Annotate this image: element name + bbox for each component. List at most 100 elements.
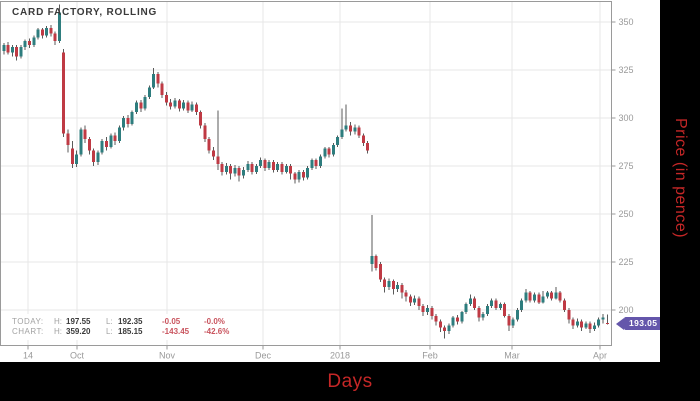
candle-down [160,83,164,95]
y-axis-annotation-strip: Price (in pence) [660,0,700,401]
candle-up [447,325,451,332]
today-stats-row: TODAY: H: 197.55 L: 192.35 -0.05 -0.0% [12,317,244,327]
candle-up [592,325,596,330]
candle-down [571,319,575,326]
candle-down [280,164,284,172]
candle-down [66,133,70,145]
candle-up [344,125,348,130]
y-tick-label: 350 [619,17,634,27]
x-tick-label: 2018 [330,351,350,361]
candle-down [588,323,592,330]
chart-title: CARD FACTORY, ROLLING [12,7,158,18]
candle-up [122,118,126,128]
candle-down [537,294,541,303]
x-tick-label: Dec [255,351,272,361]
candle-down [473,298,477,309]
candle-up [340,129,344,138]
candle-down [139,102,143,109]
candle-up [147,87,151,97]
candle-down [156,73,160,84]
candle-down [430,308,434,316]
candle-down [361,135,365,143]
candle-up [36,29,40,38]
candle-up [45,27,49,36]
candle-down [263,160,267,168]
candle-up [57,12,61,42]
candle-down [212,150,216,157]
low-label: L: [106,317,113,326]
candle-down [417,298,421,307]
candle-up [597,319,601,326]
x-tick-label: Nov [159,351,176,361]
candle-up [224,166,228,172]
candle-up [246,164,250,170]
candle-up [109,135,113,147]
candle-up [490,300,494,307]
candle-up [259,160,263,166]
candle-up [190,104,194,111]
candle-down [49,27,53,34]
candle-up [511,319,515,326]
y-tick-label: 250 [619,209,634,219]
candle-up [319,156,323,166]
candle-up [297,171,301,180]
low-label: L: [106,327,113,336]
candle-up [524,292,528,301]
candle-down [40,29,44,36]
candle-down [443,327,447,332]
candle-down [220,164,224,172]
today-label: TODAY: [12,317,44,326]
plot-border [0,1,612,346]
x-tick-label: Apr [593,351,607,361]
candle-up [515,310,519,320]
candle-down [70,148,74,165]
candlestick-plot[interactable]: 350 325 300 275 250 225 200 14 Oct Nov Dec 2018 Feb M… [0,0,660,362]
candle-up [254,166,258,172]
candle-up [370,256,374,264]
x-axis-annotation-strip: Days [0,362,700,401]
candle-down [199,112,203,126]
chart-low-value: 185.15 [118,327,143,336]
candle-up [2,45,6,51]
last-price-badge: 193.05 [616,317,663,330]
candle-down [383,279,387,287]
candle-up [353,127,357,132]
candle-down [293,173,297,180]
candle-down [113,135,117,142]
y-tick-label: 200 [619,305,634,315]
candle-down [408,296,412,303]
candle-up [96,152,100,163]
candle-up [310,160,314,168]
candle-down [250,164,254,172]
candle-up [241,169,245,176]
candle-up [584,323,588,328]
today-change-pct: -0.0% [204,317,225,326]
candle-down [229,166,233,174]
candle-down [289,166,293,174]
candle-down [186,102,190,111]
last-price-value: 193.05 [624,317,663,330]
candle-down [378,263,382,280]
candle-up [498,304,502,309]
candle-up [554,292,558,299]
candle-down [605,323,609,325]
candle-up [451,317,455,326]
y-tick-label: 275 [619,161,634,171]
x-tick-label: Feb [422,351,438,361]
candle-down [567,310,571,320]
y-tick-label: 225 [619,257,634,267]
candle-down [357,127,361,136]
candle-down [455,317,459,322]
candle-up [19,46,23,57]
x-tick-label: Mar [504,351,520,361]
candle-down [562,300,566,310]
candle-down [477,308,481,318]
candle-down [237,167,241,176]
candle-down [348,125,352,132]
candle-up [601,317,605,320]
candle-down [580,321,584,328]
candle-down [400,285,404,293]
candle-up [276,164,280,170]
candle-up [10,46,14,53]
